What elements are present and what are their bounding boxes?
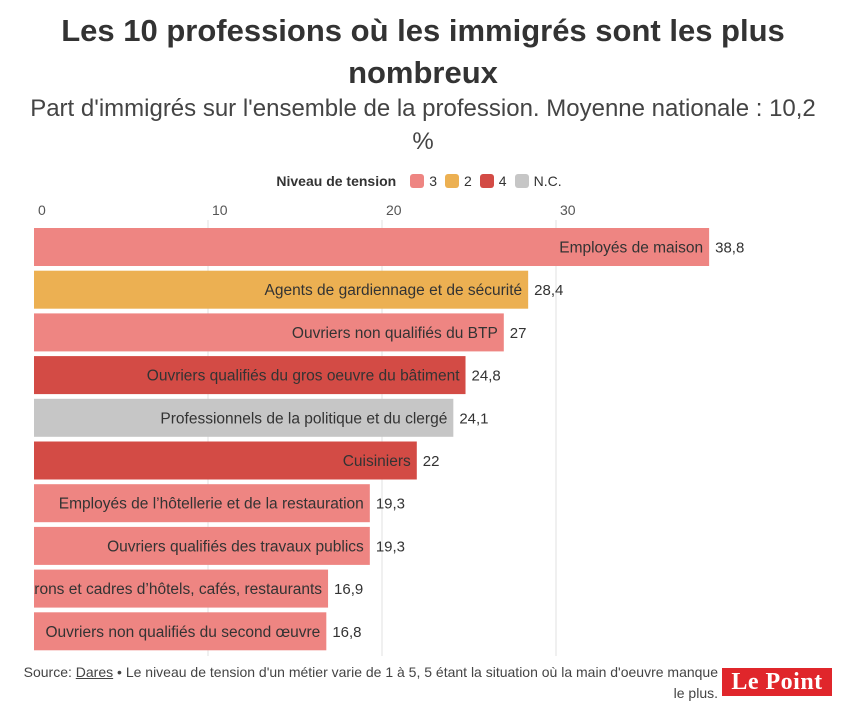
- legend-item-2: 2: [445, 173, 472, 189]
- legend-label-3: 3: [429, 173, 437, 189]
- x-tick-label: 10: [212, 202, 228, 218]
- legend-label-4: 4: [498, 173, 507, 189]
- bar-value-label: 22: [423, 453, 440, 470]
- chart-subtitle: Part d'immigrés sur l'ensemble de la pro…: [30, 95, 816, 155]
- bar-value-label: 24,1: [459, 410, 488, 427]
- bar-8: [34, 526, 370, 565]
- bar-category-label: Ouvriers qualifiés des travaux publics: [107, 538, 364, 555]
- legend-title: Niveau de tension: [276, 173, 397, 189]
- bar-value-label: 27: [510, 325, 527, 342]
- bar-category-label: Patrons et cadres d’hôtels, cafés, resta…: [11, 581, 322, 598]
- bar-category-label: Ouvriers non qualifiés du BTP: [292, 325, 498, 342]
- bar-category-label: Professionnels de la politique et du cle…: [160, 410, 447, 427]
- bar-7: [34, 484, 370, 523]
- source-link[interactable]: Dares: [75, 664, 114, 680]
- legend-label-2: 2: [464, 173, 472, 189]
- bar-10: [34, 612, 327, 651]
- bar-value-label: 24,8: [472, 368, 501, 385]
- bar-9: [34, 569, 329, 608]
- bar-value-label: 19,3: [376, 496, 405, 513]
- bar-category-label: Employés de maison: [559, 240, 703, 257]
- legend-swatch-4: [479, 174, 494, 188]
- bar-category-label: Agents de gardiennage et de sécurité: [264, 282, 522, 299]
- legend: Niveau de tension 3 2 4 N.C.: [0, 171, 846, 191]
- le-point-logo: Le Point: [722, 668, 832, 696]
- bar-category-label: Ouvriers non qualifiés du second œuvre: [45, 624, 320, 641]
- x-tick-label: 30: [560, 202, 576, 218]
- bar-value-label: 38,8: [715, 240, 744, 257]
- legend-swatch-nc: [514, 174, 529, 188]
- bar-value-label: 19,3: [376, 538, 405, 555]
- x-tick-label: 20: [386, 202, 402, 218]
- bar-4: [34, 356, 466, 395]
- bar-value-label: 28,4: [534, 282, 563, 299]
- legend-item-4: 4: [479, 173, 507, 189]
- legend-swatch-3: [410, 174, 425, 188]
- footer-note-text: • Le niveau de tension d'un métier varie…: [113, 664, 718, 701]
- legend-item-3: 3: [410, 173, 437, 189]
- bar-value-label: 16,9: [334, 581, 363, 598]
- legend-label-nc: N.C.: [533, 173, 562, 189]
- bar-2: [34, 270, 529, 309]
- legend-item-nc: N.C.: [514, 173, 562, 189]
- chart-title: Les 10 professions où les immigrés sont …: [61, 13, 785, 90]
- bar-5: [34, 398, 454, 437]
- bar-value-label: 16,8: [332, 624, 361, 641]
- bar-category-label: Cuisiniers: [343, 453, 411, 470]
- source-prefix: Source:: [23, 664, 76, 680]
- footer-note: Source: Dares • Le niveau de tension d'u…: [20, 662, 718, 704]
- bar-chart: 0 10 20 30 Employés de maison 38,8 Agents de g…: [11, 202, 744, 656]
- legend-swatch-2: [445, 174, 459, 188]
- bar-category-label: Ouvriers qualifiés du gros oeuvre du bât…: [147, 368, 460, 385]
- bar-1: [34, 228, 710, 266]
- bar-3: [34, 313, 504, 352]
- bar-category-label: Employés de l’hôtellerie et de la restau…: [59, 496, 364, 513]
- x-tick-label: 0: [38, 202, 46, 218]
- bar-6: [34, 441, 417, 480]
